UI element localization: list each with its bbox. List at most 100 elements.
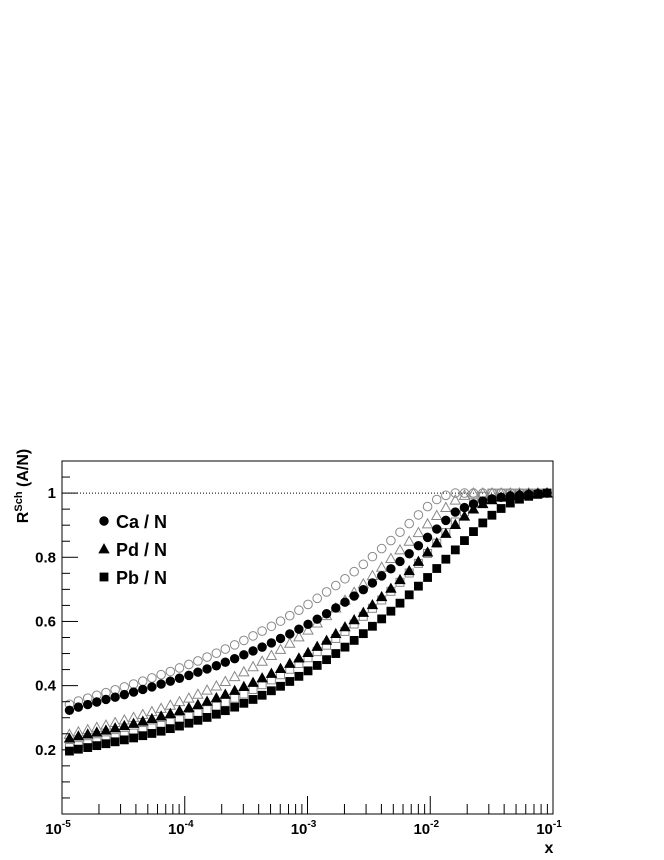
data-point-circle-open	[450, 488, 461, 498]
data-point-circle-open	[422, 501, 433, 512]
data-point-circle-filled	[321, 609, 332, 619]
data-point-square-filled	[450, 545, 460, 555]
data-point-triangle-filled	[146, 712, 158, 724]
data-point-square-filled	[524, 491, 534, 501]
data-point-circle-open	[229, 640, 240, 650]
data-point-square-filled	[423, 573, 432, 582]
data-point-circle-filled	[229, 653, 240, 664]
data-point-circle-filled	[432, 524, 442, 534]
data-point-circle-open	[294, 605, 304, 616]
data-point-circle-filled	[73, 702, 84, 712]
x-tick-label: 10-4	[168, 819, 194, 838]
legend-label: Ca / N	[116, 512, 167, 532]
data-point-triangle-filled	[109, 722, 121, 733]
data-point-circle-open	[211, 648, 222, 659]
data-point-circle-open	[395, 527, 405, 538]
data-point-triangle-filled	[82, 728, 94, 739]
data-point-square-filled	[257, 690, 267, 700]
y-tick-label: 0.6	[35, 613, 56, 630]
data-point-square-filled	[147, 729, 157, 738]
data-point-triangle-filled	[495, 491, 507, 502]
x-tick-labels: 10-5 10-4 10-3 10-2 10-1	[45, 819, 562, 838]
data-point-square-filled	[285, 677, 295, 686]
data-point-circle-open	[349, 566, 359, 577]
data-point-triangle-filled	[238, 680, 250, 691]
data-point-triangle-filled	[155, 710, 167, 721]
data-point-circle-open	[303, 599, 313, 610]
data-point-triangle-filled	[219, 688, 231, 699]
x-tick-label: 10-3	[291, 819, 317, 838]
data-point-triangle-filled	[477, 497, 489, 509]
x-axis-title: x	[545, 840, 554, 857]
data-point-triangle-open	[403, 535, 416, 546]
data-point-circle-filled	[312, 614, 322, 624]
data-point-square-filled	[101, 739, 111, 749]
data-point-circle-filled	[64, 705, 75, 716]
data-point-circle-open	[441, 490, 451, 501]
data-point-triangle-open	[412, 526, 425, 538]
data-point-square-filled	[312, 661, 322, 670]
data-point-triangle-open	[274, 643, 287, 654]
data-point-circle-open	[239, 635, 249, 646]
data-point-square-filled	[294, 671, 304, 681]
data-point-triangle-filled	[284, 657, 296, 668]
data-point-triangle-open	[283, 637, 296, 648]
y-tick-labels: 0.2 0.4 0.6 0.8 1	[35, 485, 57, 759]
data-point-circle-filled	[404, 549, 414, 559]
data-point-circle-filled	[349, 591, 359, 601]
data-point-square-filled	[377, 614, 387, 624]
data-point-square-filled	[92, 741, 102, 751]
data-point-circle-filled	[239, 650, 249, 660]
data-point-triangle-filled	[311, 640, 323, 651]
data-point-circle-filled	[450, 507, 461, 517]
data-point-square-filled	[515, 494, 524, 504]
data-point-triangle-filled	[91, 726, 103, 737]
data-point-circle-filled	[441, 515, 451, 526]
data-point-square-filled	[469, 527, 478, 536]
data-point-triangle-open	[173, 695, 186, 707]
data-point-square-filled	[110, 737, 120, 747]
data-point-square-filled	[248, 695, 258, 704]
legend-label: Pb / N	[116, 568, 167, 588]
data-point-square-filled	[119, 735, 129, 745]
data-point-square-filled	[211, 709, 221, 719]
data-point-circle-open	[257, 626, 267, 636]
x-tick-label: 10-2	[413, 819, 439, 838]
data-point-square-filled	[386, 606, 396, 616]
data-point-circle-filled	[147, 682, 157, 692]
data-point-circle-filled	[156, 679, 166, 689]
data-point-square-filled	[496, 504, 506, 513]
x-tick-label: 10-1	[536, 819, 562, 838]
data-point-circle-filled	[138, 684, 148, 695]
data-point-circle-open	[165, 666, 176, 677]
data-point-triangle-open	[366, 569, 379, 581]
data-point-square-filled	[441, 554, 451, 564]
data-point-circle-filled	[202, 664, 212, 674]
data-point-triangle-filled	[348, 614, 360, 625]
data-point-square-filled	[266, 686, 276, 696]
data-point-square-filled	[322, 655, 331, 665]
data-point-square-filled	[478, 518, 488, 528]
data-point-square-filled	[65, 746, 74, 756]
data-point-triangle-filled	[421, 546, 434, 557]
data-point-square-filled	[395, 598, 405, 608]
data-point-square-filled	[129, 733, 138, 743]
data-point-circle-filled	[294, 624, 304, 634]
data-point-circle-open	[312, 593, 323, 604]
data-point-circle-open	[386, 535, 396, 546]
data-point-triangle-filled	[173, 704, 186, 716]
data-point-triangle-open	[256, 655, 268, 666]
data-point-square-filled	[432, 564, 442, 573]
y-tick-label: 0.8	[35, 549, 56, 566]
data-point-circle-open	[340, 573, 350, 584]
data-point-circle-open	[413, 510, 424, 520]
data-point-circle-open	[275, 616, 286, 626]
data-point-square-filled	[404, 590, 414, 600]
data-point-triangle-filled	[440, 527, 452, 538]
data-point-square-open	[220, 697, 230, 707]
data-point-square-filled	[230, 702, 240, 712]
legend: Ca / N Pd / N Pb / N	[98, 512, 167, 588]
data-point-circle-filled	[110, 692, 120, 702]
data-point-triangle-filled	[247, 676, 259, 687]
data-point-square-open	[230, 693, 240, 703]
